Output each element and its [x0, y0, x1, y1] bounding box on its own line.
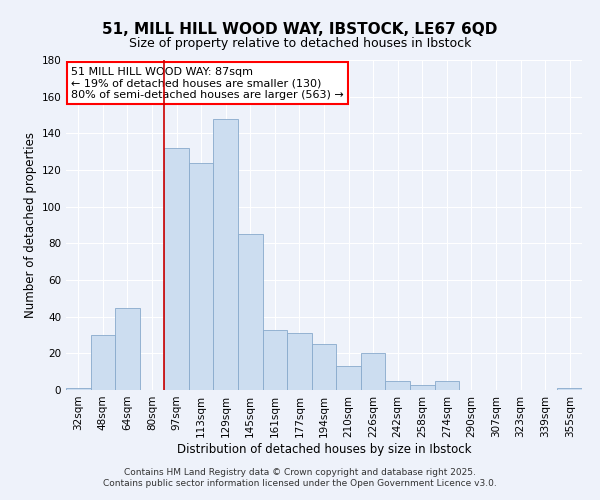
Bar [312, 344, 336, 390]
Bar [91, 335, 115, 390]
Y-axis label: Number of detached properties: Number of detached properties [24, 132, 37, 318]
Bar [385, 381, 410, 390]
Bar [189, 162, 214, 390]
X-axis label: Distribution of detached houses by size in Ibstock: Distribution of detached houses by size … [177, 442, 471, 456]
Bar [263, 330, 287, 390]
Bar [336, 366, 361, 390]
Bar [214, 118, 238, 390]
Bar [66, 388, 91, 390]
Text: Contains HM Land Registry data © Crown copyright and database right 2025.
Contai: Contains HM Land Registry data © Crown c… [103, 468, 497, 487]
Text: Size of property relative to detached houses in Ibstock: Size of property relative to detached ho… [129, 38, 471, 51]
Bar [115, 308, 140, 390]
Bar [164, 148, 189, 390]
Bar [287, 333, 312, 390]
Bar [361, 354, 385, 390]
Bar [557, 388, 582, 390]
Bar [410, 384, 434, 390]
Text: 51, MILL HILL WOOD WAY, IBSTOCK, LE67 6QD: 51, MILL HILL WOOD WAY, IBSTOCK, LE67 6Q… [103, 22, 497, 38]
Text: 51 MILL HILL WOOD WAY: 87sqm
← 19% of detached houses are smaller (130)
80% of s: 51 MILL HILL WOOD WAY: 87sqm ← 19% of de… [71, 66, 344, 100]
Bar [238, 234, 263, 390]
Bar [434, 381, 459, 390]
